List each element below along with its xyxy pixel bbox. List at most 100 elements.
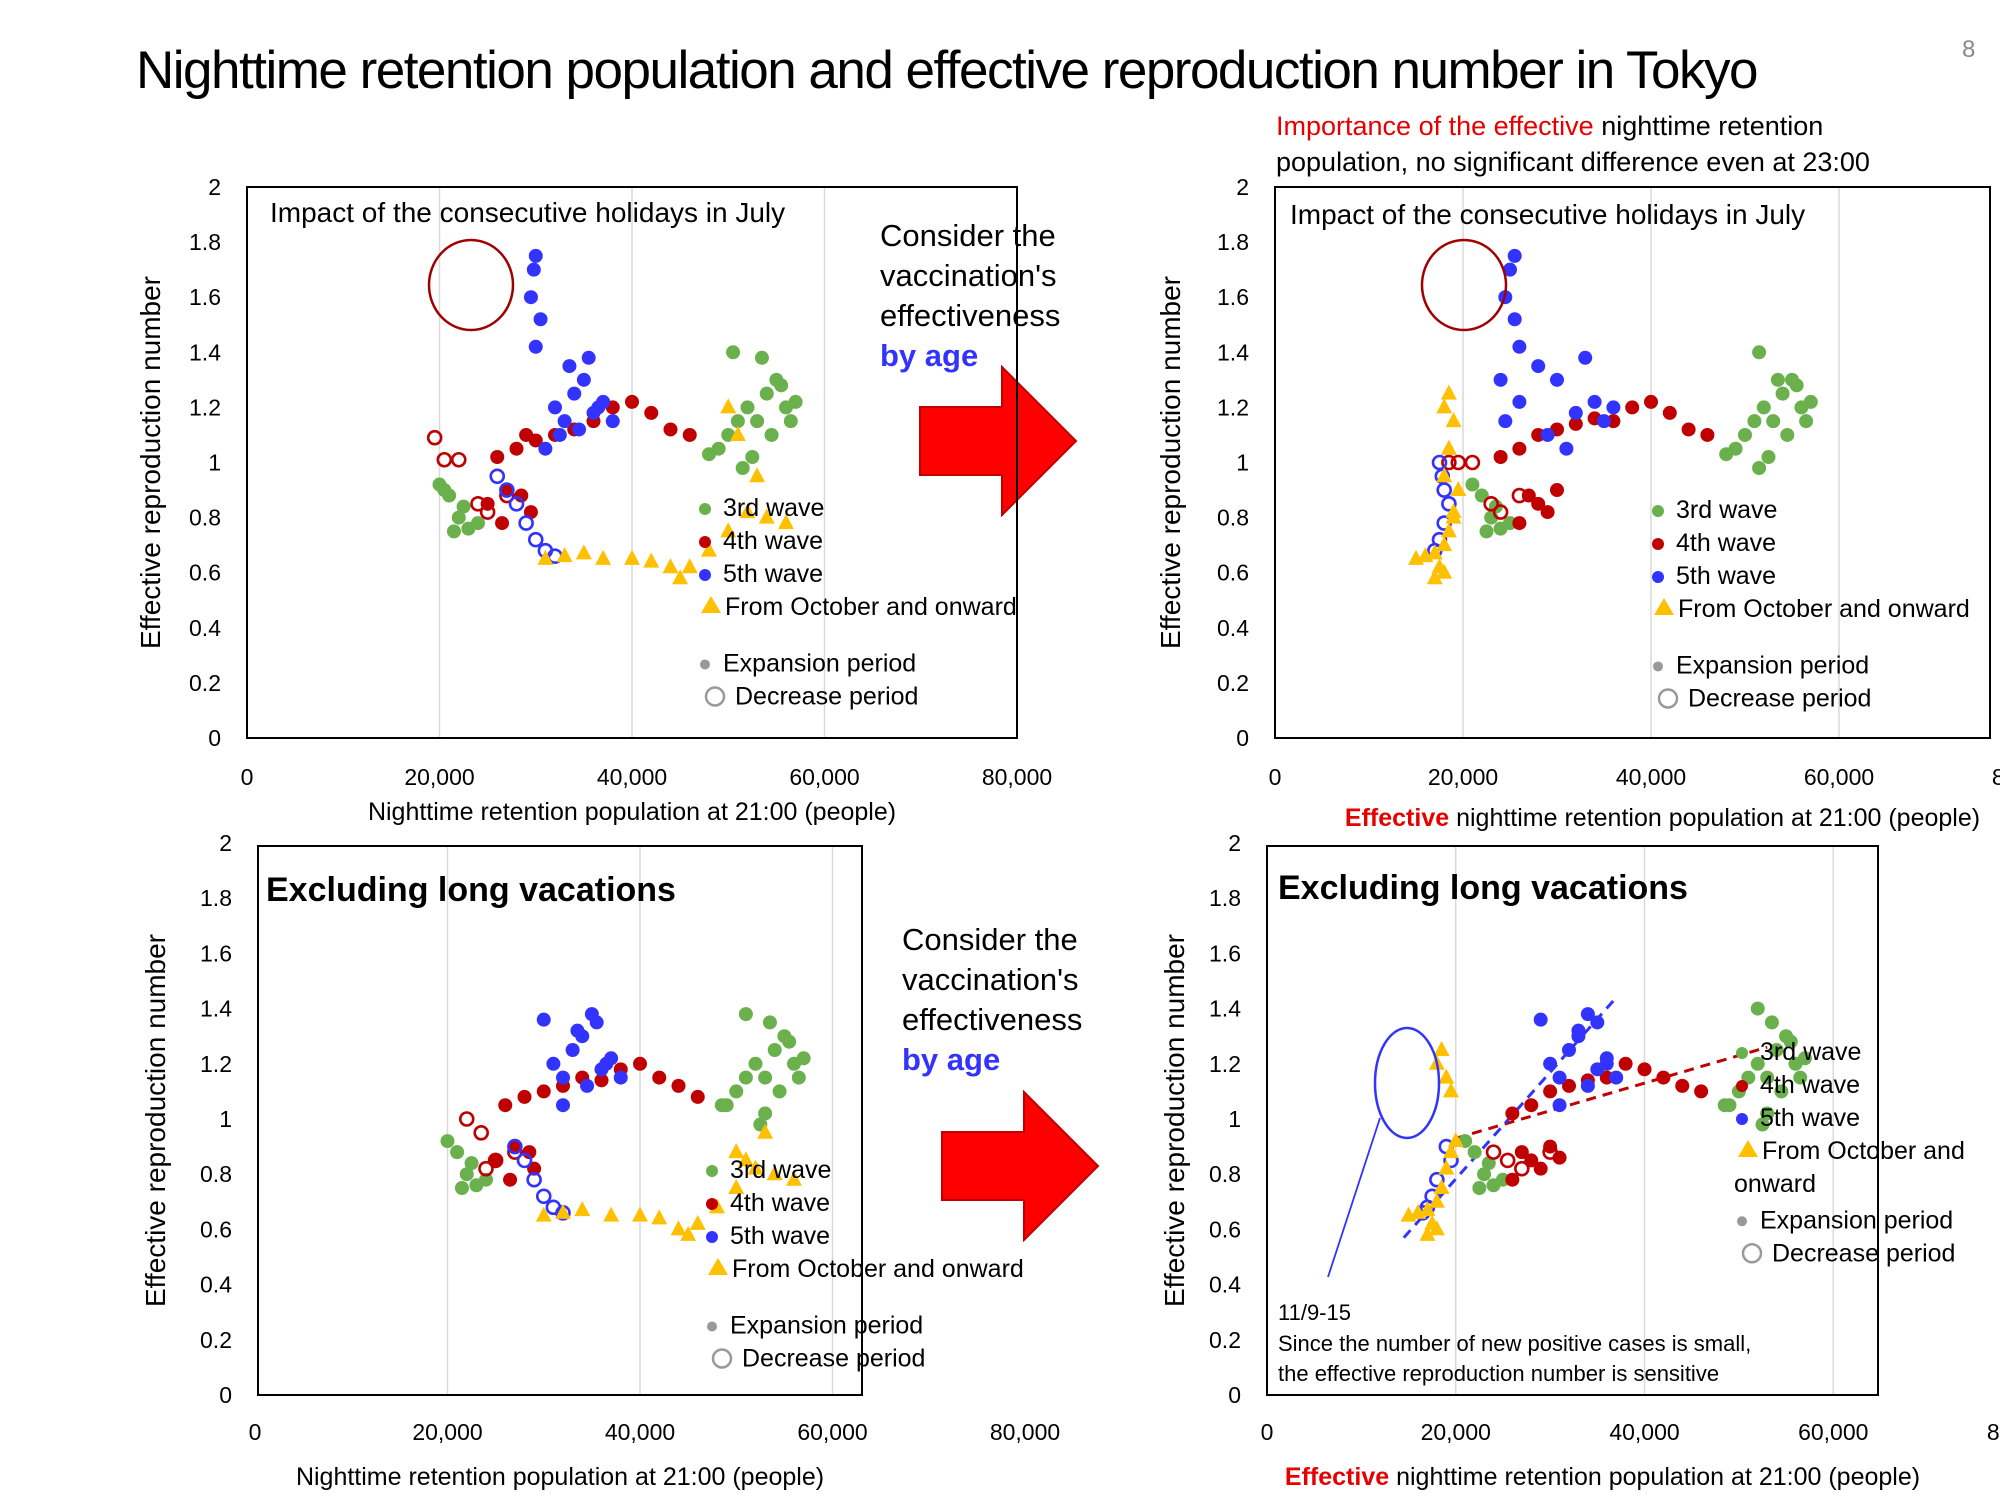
y-tick-label: 0 [219, 1382, 232, 1408]
y-tick-label: 1.2 [1209, 1051, 1241, 1077]
data-point [680, 1225, 697, 1241]
data-point [451, 510, 466, 525]
data-point [552, 427, 567, 442]
data-point [576, 372, 591, 387]
data-point [740, 400, 755, 415]
data-point [1419, 1225, 1436, 1241]
data-point [651, 1209, 668, 1225]
data-point [748, 1056, 763, 1071]
top-note-rest: nighttime retention [1593, 111, 1824, 141]
data-point [757, 1123, 774, 1139]
chart-annotation: Excluding long vacations [1278, 869, 1688, 907]
data-point [495, 516, 510, 531]
y-axis-label: Effective reproduction number [1155, 276, 1186, 649]
legend-label: Decrease period [1688, 684, 1871, 712]
data-point [1450, 481, 1467, 497]
data-point [774, 378, 789, 393]
data-point [518, 515, 534, 531]
middle-text-by-age: by age [902, 1042, 1001, 1077]
data-point [1467, 1145, 1482, 1160]
data-point [1552, 1070, 1567, 1085]
legend-marker [701, 596, 721, 613]
data-point [1540, 505, 1555, 520]
data-point [565, 1043, 580, 1057]
y-tick-label: 0.4 [200, 1272, 232, 1298]
data-point [1580, 1007, 1595, 1022]
x-axis-label-text: nighttime retention population at 21:00 … [1449, 804, 1980, 832]
x-axis-label: Nighttime retention population at 21:00 … [368, 798, 896, 826]
data-point [1433, 1041, 1450, 1056]
x-tick-label: 60,000 [789, 764, 859, 790]
data-point [1436, 398, 1453, 414]
data-point [796, 1051, 811, 1066]
y-tick-label: 1.8 [200, 885, 232, 911]
legend-label: Decrease period [742, 1344, 925, 1372]
x-axis-label-text: nighttime retention population at 21:00 … [1389, 1463, 1920, 1491]
data-point [1524, 1098, 1539, 1113]
y-tick-label: 1 [1228, 1106, 1241, 1132]
data-point [548, 400, 562, 415]
data-point [1769, 1043, 1784, 1057]
y-tick-label: 1.4 [1209, 996, 1241, 1022]
x-tick-label: 40,000 [1609, 1419, 1679, 1445]
plot-frame [1266, 845, 1879, 1396]
data-point [754, 350, 769, 365]
data-point [624, 549, 640, 565]
data-point [1543, 1084, 1558, 1099]
data-point [767, 1043, 782, 1057]
y-tick-label: 1.6 [189, 284, 221, 310]
middle-text-by-age: by age [880, 338, 979, 373]
y-tick-label: 0.8 [200, 1161, 232, 1187]
y-tick-label: 0.2 [200, 1327, 232, 1353]
y-tick-label: 0.6 [1209, 1216, 1241, 1242]
middle-text-line: vaccination's [880, 258, 1057, 293]
data-point [1700, 427, 1715, 442]
data-point [591, 400, 606, 415]
x-axis-label: Effective nighttime retention population… [1345, 804, 1980, 832]
data-point [745, 449, 760, 464]
data-point [599, 1056, 614, 1071]
data-point [1505, 1172, 1520, 1187]
data-point [1719, 447, 1734, 462]
data-point [1429, 1171, 1445, 1188]
legend-label: From October and onward [1678, 595, 1970, 623]
data-point [538, 441, 553, 456]
data-point [702, 447, 716, 462]
x-tick-label: 80,000 [990, 1419, 1060, 1445]
data-point [528, 248, 543, 263]
legend-label: From October and onward [725, 593, 1017, 621]
data-point [735, 461, 750, 476]
data-point [1443, 1082, 1460, 1098]
legend-label: 5th wave [723, 560, 823, 588]
y-tick-label: 0.6 [1217, 560, 1249, 586]
y-tick-label: 1.8 [189, 229, 221, 255]
legend-label: 3rd wave [1760, 1038, 1861, 1066]
data-point [594, 1073, 609, 1088]
data-point [1419, 1201, 1436, 1217]
data-point [490, 449, 505, 464]
data-point [1477, 1167, 1492, 1182]
y-tick-label: 0.2 [189, 670, 221, 696]
data-point [1797, 1051, 1812, 1066]
data-point [440, 1134, 455, 1149]
data-point [1580, 1078, 1595, 1093]
data-point [1760, 1070, 1775, 1085]
highlight-ellipse [427, 238, 515, 332]
data-point [766, 1165, 783, 1181]
legend-marker [706, 1231, 718, 1243]
data-point [1606, 400, 1621, 415]
data-point [1440, 384, 1457, 400]
legend-label: Expansion period [730, 1311, 923, 1339]
data-point [509, 441, 524, 456]
data-point [605, 414, 620, 429]
y-tick-label: 1 [1236, 450, 1249, 476]
data-point [720, 522, 737, 538]
data-point [603, 1206, 620, 1222]
x-tick-label: 20,000 [412, 1419, 482, 1445]
right-arrow-icon [941, 1090, 1100, 1242]
data-point [499, 487, 515, 504]
data-point [471, 516, 485, 531]
y-tick-label: 1.6 [1217, 284, 1249, 310]
y-tick-label: 1.8 [1217, 229, 1249, 255]
data-point [557, 414, 572, 429]
